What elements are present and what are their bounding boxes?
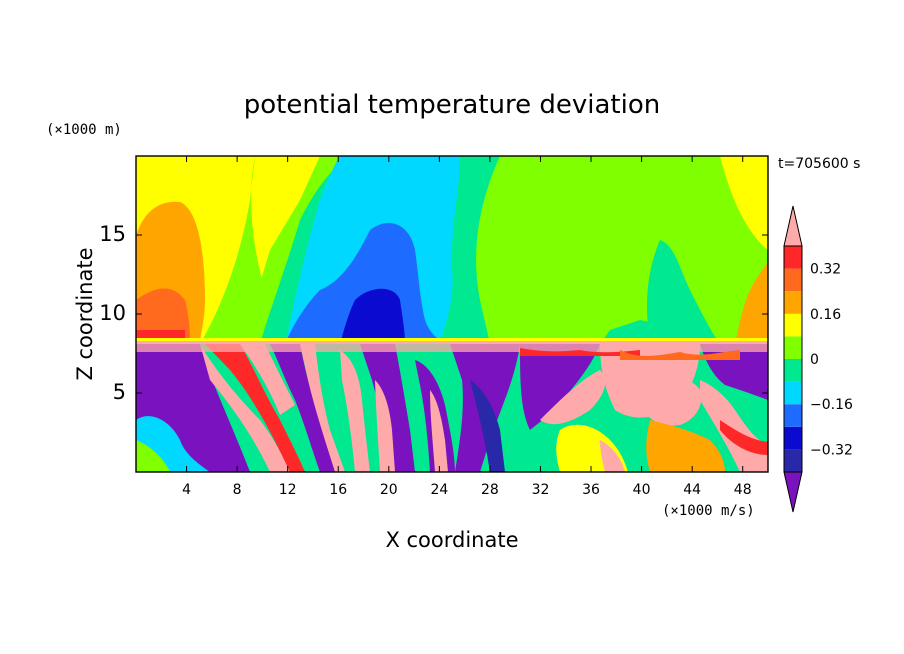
y-tick-label: 5 <box>113 380 126 404</box>
colorbar-segment <box>784 246 802 269</box>
x-tick-label: 20 <box>380 482 398 498</box>
colorbar-frame <box>783 245 803 473</box>
chart-title: potential temperature deviation <box>244 90 660 120</box>
colorbar-segment <box>784 359 802 382</box>
colorbar-segment <box>784 291 802 314</box>
x-tick-label: 28 <box>481 482 499 498</box>
colorbar-tick-label: 0.32 <box>810 262 841 278</box>
colorbar-segment <box>784 404 802 427</box>
colorbar-max-arrow <box>783 205 803 247</box>
x-tick-label: 4 <box>182 482 191 498</box>
time-label: t=705600 s <box>778 156 860 172</box>
y-unit-label: (×1000 m) <box>46 122 122 138</box>
y-axis: 5 10 15 <box>99 222 768 404</box>
x-tick-label: 24 <box>430 482 448 498</box>
colorbar-segment <box>784 426 802 450</box>
y-axis-title: Z coordinate <box>73 247 97 380</box>
x-tick-label: 12 <box>279 482 297 498</box>
y-tick-label: 10 <box>99 301 126 325</box>
colorbar-tick-label: −0.32 <box>810 442 853 458</box>
colorbar: 0.32 0.16 0 −0.16 −0.32 <box>783 205 853 513</box>
x-tick-label: 16 <box>329 482 347 498</box>
x-tick-label: 8 <box>233 482 242 498</box>
x-unit-label: (×1000 m/s) <box>662 503 755 519</box>
x-axis: 4 8 12 16 20 24 28 32 36 40 44 48 <box>182 156 752 498</box>
colorbar-tick-label: 0.16 <box>810 307 841 323</box>
x-tick-label: 48 <box>734 482 752 498</box>
contour-field <box>136 156 768 472</box>
colorbar-segment <box>784 336 802 359</box>
colorbar-segment <box>784 268 802 292</box>
colorbar-segment <box>784 313 802 337</box>
x-tick-label: 44 <box>683 482 701 498</box>
colorbar-min-arrow <box>783 471 803 513</box>
x-tick-label: 32 <box>532 482 550 498</box>
x-axis-title: X coordinate <box>385 528 518 552</box>
x-tick-label: 40 <box>633 482 651 498</box>
colorbar-segment <box>784 449 802 472</box>
colorbar-tick-label: 0 <box>810 352 819 368</box>
y-tick-label: 15 <box>99 222 126 246</box>
colorbar-tick-label: −0.16 <box>810 397 853 413</box>
x-tick-label: 36 <box>582 482 600 498</box>
colorbar-segment <box>784 381 802 405</box>
